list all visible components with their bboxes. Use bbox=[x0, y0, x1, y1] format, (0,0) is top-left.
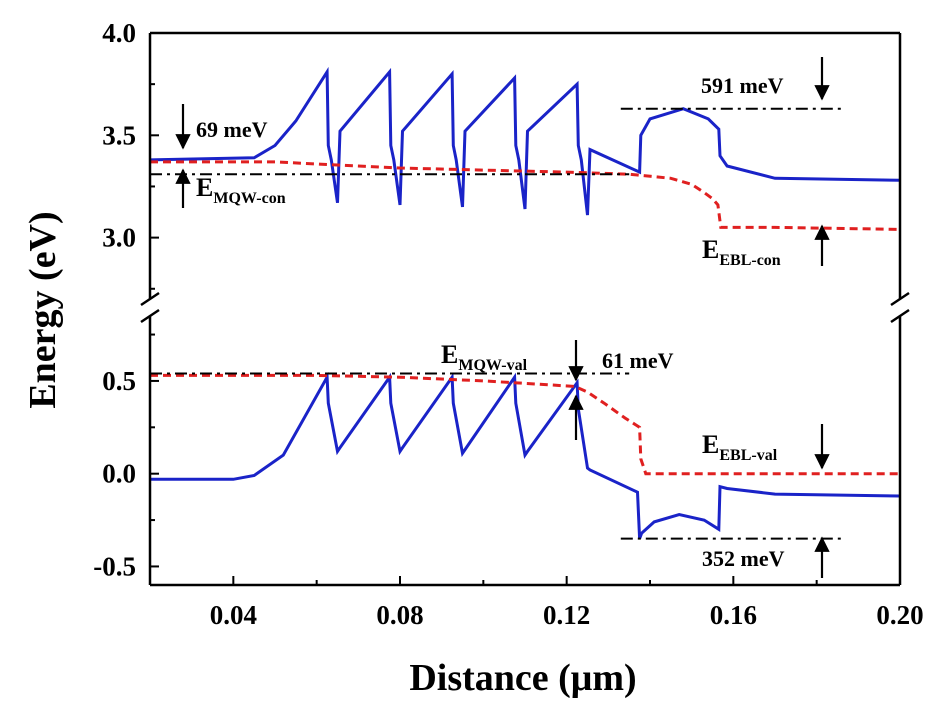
y-tick-label-lower: 0.5 bbox=[102, 366, 136, 396]
y-tick-label-upper: 3.0 bbox=[102, 223, 136, 253]
series-line-hole-quasi-fermi-level bbox=[150, 373, 900, 476]
axis-layer: 0.04 0.08 0.12 0.16 0.20 3.0 3.5 4.0 -0.5 0.0 0.5 D… bbox=[22, 18, 924, 699]
annotation-a-352: 352 meV bbox=[702, 546, 785, 571]
annotation-e-ebl-val: EEBL-val bbox=[702, 430, 778, 464]
x-tick-label: 0.16 bbox=[710, 600, 757, 630]
annotation-e-ebl-con-main: E bbox=[702, 235, 719, 264]
annotation-e-ebl-con-sub: EBL-con bbox=[719, 252, 780, 269]
y-tick-label-upper: 3.5 bbox=[102, 120, 136, 150]
annotation-a-69: 69 meV bbox=[196, 117, 268, 142]
annotation-e-mqw-val-main: E bbox=[441, 340, 458, 369]
series-line-valence-band bbox=[150, 371, 900, 540]
series-group bbox=[150, 66, 900, 540]
x-tick-label: 0.04 bbox=[210, 600, 257, 630]
annotation-e-mqw-val: EMQW-val bbox=[441, 340, 528, 374]
y-tick-label-lower: 0.0 bbox=[102, 459, 136, 489]
annotation-e-mqw-con-sub: MQW-con bbox=[213, 190, 285, 207]
annotation-a-591: 591 meV bbox=[701, 73, 784, 98]
series-line-electron-quasi-fermi-level bbox=[150, 160, 900, 231]
axis-break-mark-right-2 bbox=[890, 308, 910, 324]
x-tick-label: 0.12 bbox=[543, 600, 590, 630]
annotation-e-mqw-con-main: E bbox=[196, 173, 213, 202]
x-tick-label: 0.08 bbox=[376, 600, 423, 630]
axis-break-mark-right-1 bbox=[890, 291, 910, 307]
x-tick-label: 0.20 bbox=[876, 600, 923, 630]
axis-break-mark-left-2 bbox=[140, 308, 160, 324]
annotation-a-61: 61 meV bbox=[602, 348, 674, 373]
annotation-e-ebl-val-sub: EBL-val bbox=[719, 447, 777, 464]
y-tick-label-lower: -0.5 bbox=[93, 551, 136, 581]
plot-layer bbox=[150, 66, 900, 540]
axis-break-mark-left-1 bbox=[140, 291, 160, 307]
y-tick-label-upper: 4.0 bbox=[102, 18, 136, 48]
annotation-e-ebl-con: EEBL-con bbox=[702, 235, 781, 269]
annotation-e-mqw-val-sub: MQW-val bbox=[458, 357, 527, 374]
annotation-e-mqw-con: EMQW-con bbox=[196, 173, 286, 207]
annotation-e-ebl-val-main: E bbox=[702, 430, 719, 459]
x-axis-title: Distance (μm) bbox=[409, 657, 636, 699]
y-axis-title: Energy (eV) bbox=[22, 211, 64, 408]
